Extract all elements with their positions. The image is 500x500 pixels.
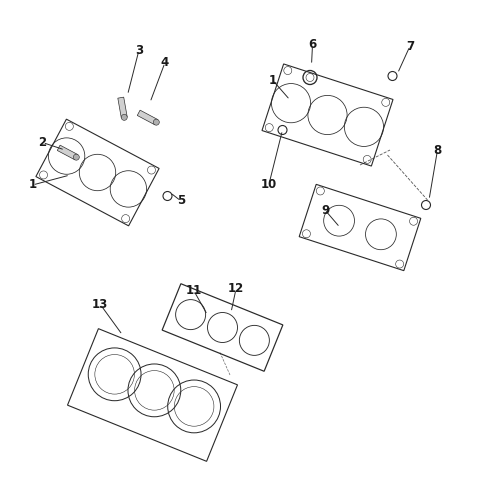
Text: 2: 2 [38,136,46,149]
Circle shape [316,187,324,195]
Circle shape [396,260,404,268]
Circle shape [363,156,371,164]
Text: 8: 8 [434,144,442,156]
Text: 1: 1 [268,74,276,86]
Text: 3: 3 [135,44,143,57]
Circle shape [382,98,390,106]
Text: 1: 1 [28,178,36,192]
Circle shape [122,214,130,222]
Circle shape [40,171,48,179]
Text: 4: 4 [161,56,169,69]
Text: 12: 12 [228,282,244,296]
Text: 11: 11 [186,284,202,298]
Polygon shape [58,145,78,160]
Text: 9: 9 [321,204,329,216]
Circle shape [410,217,418,225]
Circle shape [121,114,127,120]
Text: 7: 7 [406,40,414,52]
Circle shape [284,66,292,74]
Text: 5: 5 [177,194,185,207]
Circle shape [266,124,274,132]
Polygon shape [138,110,158,125]
Text: 13: 13 [92,298,108,310]
Circle shape [154,119,160,125]
Circle shape [302,230,310,238]
Circle shape [74,154,80,160]
Polygon shape [118,97,127,118]
Circle shape [66,122,74,130]
Circle shape [148,166,156,174]
Text: 10: 10 [261,178,277,190]
Text: 6: 6 [308,38,316,52]
